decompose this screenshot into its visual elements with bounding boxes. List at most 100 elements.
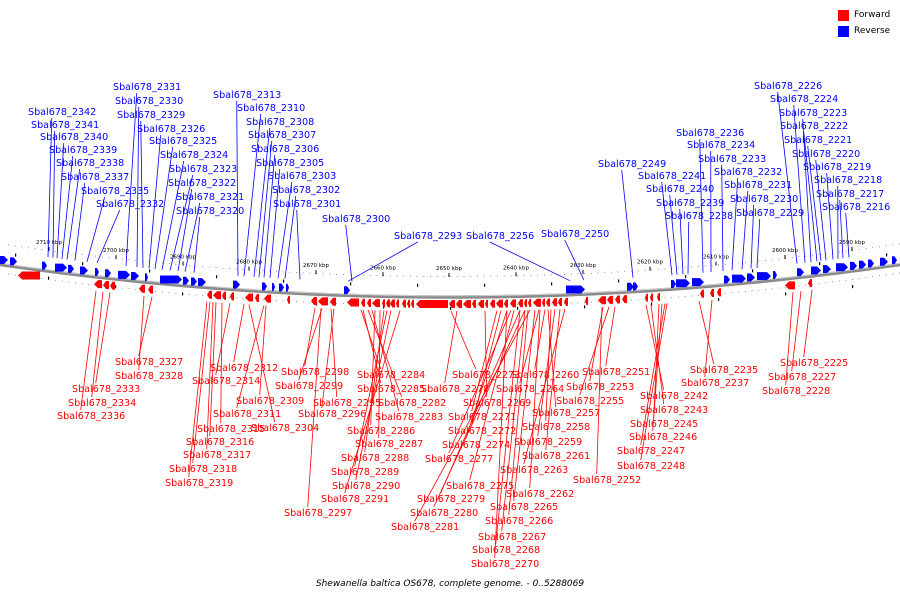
gene-label-sbal678_2333[interactable]: Sbal678_2333 <box>72 292 140 395</box>
gene-label-sbal678_2299[interactable]: Sbal678_2299 <box>275 308 343 392</box>
gene-label-sbal678_2270[interactable]: Sbal678_2270 <box>471 310 539 570</box>
gene-label-sbal678_2249[interactable]: Sbal678_2249 <box>598 159 666 278</box>
gene-label-sbal678_2264[interactable]: Sbal678_2264 <box>496 309 564 395</box>
gene-label-sbal678_2252[interactable]: Sbal678_2252 <box>573 307 641 486</box>
gene-label-sbal678_2229[interactable]: Sbal678_2229 <box>736 208 804 268</box>
gene-label-sbal678_2330[interactable]: Sbal678_2330 <box>115 96 183 268</box>
gene-label-sbal678_2275[interactable]: Sbal678_2275 <box>446 310 515 492</box>
gene-label-sbal678_2321[interactable]: Sbal678_2321 <box>176 192 244 272</box>
gene-label-sbal678_2235[interactable]: Sbal678_2235 <box>690 300 758 376</box>
gene-label-sbal678_2338[interactable]: Sbal678_2338 <box>56 158 124 260</box>
gene-label-sbal678_2230[interactable]: Sbal678_2230 <box>730 194 798 269</box>
gene-label-sbal678_2238[interactable]: Sbal678_2238 <box>665 211 733 274</box>
gene-label-sbal678_2290[interactable]: Sbal678_2290 <box>332 310 400 492</box>
gene-label-sbal678_2220[interactable]: Sbal678_2220 <box>792 149 860 261</box>
gene-label-sbal678_2291[interactable]: Sbal678_2291 <box>321 310 401 505</box>
gene-label-sbal678_2219[interactable]: Sbal678_2219 <box>803 162 871 260</box>
gene-label-sbal678_2278[interactable]: Sbal678_2278 <box>421 310 489 395</box>
gene-label-sbal678_2258[interactable]: Sbal678_2258 <box>522 309 590 433</box>
gene-label-sbal678_2319[interactable]: Sbal678_2319 <box>165 301 233 489</box>
gene-label-sbal678_2289[interactable]: Sbal678_2289 <box>331 310 399 478</box>
gene-label-sbal678_2324[interactable]: Sbal678_2324 <box>160 150 228 270</box>
gene-label-sbal678_2240[interactable]: Sbal678_2240 <box>646 184 714 275</box>
gene-label-sbal678_2303[interactable]: Sbal678_2303 <box>268 171 336 279</box>
gene-label-sbal678_2340[interactable]: Sbal678_2340 <box>40 132 108 259</box>
gene-label-sbal678_2287[interactable]: Sbal678_2287 <box>355 310 423 450</box>
gene-label-sbal678_2322[interactable]: Sbal678_2322 <box>168 178 236 272</box>
gene-label-sbal678_2326[interactable]: Sbal678_2326 <box>137 124 205 269</box>
gene-label-sbal678_2251[interactable]: Sbal678_2251 <box>582 306 650 378</box>
gene-label-sbal678_2296[interactable]: Sbal678_2296 <box>298 308 366 420</box>
gene-label-sbal678_2311[interactable]: Sbal678_2311 <box>213 305 281 420</box>
gene-label-sbal678_2224[interactable]: Sbal678_2224 <box>770 94 838 263</box>
gene-label-sbal678_2261[interactable]: Sbal678_2261 <box>522 309 590 462</box>
gene-label-sbal678_2239[interactable]: Sbal678_2239 <box>656 198 724 275</box>
gene-label-sbal678_2316[interactable]: Sbal678_2316 <box>186 302 254 448</box>
gene-label-sbal678_2323[interactable]: Sbal678_2323 <box>169 164 237 271</box>
gene-label-sbal678_2260[interactable]: Sbal678_2260 <box>511 309 579 381</box>
gene-label-sbal678_2331[interactable]: Sbal678_2331 <box>113 82 181 267</box>
gene-label-sbal678_2233[interactable]: Sbal678_2233 <box>698 154 766 272</box>
gene-label-sbal678_2216[interactable]: Sbal678_2216 <box>822 202 890 258</box>
gene-label-sbal678_2248[interactable]: Sbal678_2248 <box>617 303 685 472</box>
gene-label-sbal678_2301[interactable]: Sbal678_2301 <box>273 199 341 280</box>
gene-label-sbal678_2267[interactable]: Sbal678_2267 <box>478 310 546 543</box>
legend-reverse[interactable]: Reverse <box>838 24 890 38</box>
gene-label-sbal678_2306[interactable]: Sbal678_2306 <box>251 144 319 278</box>
gene-label-sbal678_2281[interactable]: Sbal678_2281 <box>391 309 531 533</box>
gene-label-sbal678_2285[interactable]: Sbal678_2285 <box>357 309 425 395</box>
gene-label-sbal678_2282[interactable]: Sbal678_2282 <box>367 309 446 409</box>
gene-label-sbal678_2339[interactable]: Sbal678_2339 <box>49 145 117 259</box>
gene-label-sbal678_2300[interactable]: Sbal678_2300 <box>322 214 390 282</box>
gene-label-sbal678_2231[interactable]: Sbal678_2231 <box>724 180 792 270</box>
gene-label-sbal678_2262[interactable]: Sbal678_2262 <box>506 309 574 500</box>
gene-label-sbal678_2313[interactable]: Sbal678_2313 <box>213 90 281 276</box>
gene-label-sbal678_2218[interactable]: Sbal678_2218 <box>814 175 882 259</box>
gene-label-sbal678_2256[interactable]: Sbal678_2256 <box>466 231 571 282</box>
gene-label-sbal678_2236[interactable]: Sbal678_2236 <box>676 128 744 273</box>
gene-label-sbal678_2293[interactable]: Sbal678_2293 <box>347 231 462 282</box>
gene-label-sbal678_2297[interactable]: Sbal678_2297 <box>284 308 352 519</box>
gene-label-sbal678_2246[interactable]: Sbal678_2246 <box>629 303 697 443</box>
gene-label-sbal678_2263[interactable]: Sbal678_2263 <box>500 308 568 476</box>
gene-label-sbal678_2259[interactable]: Sbal678_2259 <box>514 309 582 448</box>
gene-label-sbal678_2266[interactable]: Sbal678_2266 <box>485 309 553 527</box>
gene-label-sbal678_2320[interactable]: Sbal678_2320 <box>176 206 244 273</box>
gene-label-sbal678_2265[interactable]: Sbal678_2265 <box>490 309 558 513</box>
gene-label-sbal678_2226[interactable]: Sbal678_2226 <box>754 81 822 264</box>
gene-label-sbal678_2318[interactable]: Sbal678_2318 <box>169 301 237 475</box>
gene-label-sbal678_2227[interactable]: Sbal678_2227 <box>768 291 836 383</box>
gene-label-sbal678_2310[interactable]: Sbal678_2310 <box>237 103 305 277</box>
gene-label-sbal678_2335[interactable]: Sbal678_2335 <box>81 186 149 262</box>
gene-label-sbal678_2222[interactable]: Sbal678_2222 <box>780 121 848 262</box>
gene-label-sbal678_2225[interactable]: Sbal678_2225 <box>780 289 848 369</box>
gene-label-sbal678_2255[interactable]: Sbal678_2255 <box>556 306 624 407</box>
gene-label-sbal678_2223[interactable]: Sbal678_2223 <box>779 108 847 263</box>
gene-label-sbal678_2307[interactable]: Sbal678_2307 <box>248 130 316 278</box>
gene-label-sbal678_2305[interactable]: Sbal678_2305 <box>256 158 324 278</box>
gene-label-sbal678_2241[interactable]: Sbal678_2241 <box>638 171 706 276</box>
gene-label-sbal678_2250[interactable]: Sbal678_2250 <box>541 229 609 281</box>
gene-label-sbal678_2317[interactable]: Sbal678_2317 <box>183 301 251 461</box>
gene-label-sbal678_2288[interactable]: Sbal678_2288 <box>341 310 409 464</box>
gene-label-sbal678_2315[interactable]: Sbal678_2315 <box>197 302 265 435</box>
gene-label-sbal678_2337[interactable]: Sbal678_2337 <box>61 172 129 261</box>
gene-label-sbal678_2234[interactable]: Sbal678_2234 <box>687 140 755 273</box>
gene-label-sbal678_2280[interactable]: Sbal678_2280 <box>410 309 526 519</box>
gene-label-sbal678_2342[interactable]: Sbal678_2342 <box>28 107 96 258</box>
gene-label-sbal678_2274[interactable]: Sbal678_2274 <box>442 310 510 451</box>
gene-label-sbal678_2245[interactable]: Sbal678_2245 <box>630 303 698 430</box>
legend-forward[interactable]: Forward <box>838 8 890 22</box>
gene-label-sbal678_2302[interactable]: Sbal678_2302 <box>272 185 340 279</box>
gene-label-sbal678_2237[interactable]: Sbal678_2237 <box>681 299 749 389</box>
gene-label-sbal678_2327[interactable]: Sbal678_2327 <box>115 296 183 368</box>
gene-label-sbal678_2221[interactable]: Sbal678_2221 <box>784 135 852 261</box>
gene-label-sbal678_2298[interactable]: Sbal678_2298 <box>281 308 349 378</box>
gene-label-sbal678_2325[interactable]: Sbal678_2325 <box>149 136 217 270</box>
gene-label-sbal678_2228[interactable]: Sbal678_2228 <box>762 292 830 397</box>
gene-label-sbal678_2314[interactable]: Sbal678_2314 <box>192 303 260 387</box>
gene-label-sbal678_2217[interactable]: Sbal678_2217 <box>816 189 884 259</box>
gene-label-sbal678_2242[interactable]: Sbal678_2242 <box>640 304 708 402</box>
gene-label-sbal678_2243[interactable]: Sbal678_2243 <box>640 304 708 416</box>
gene-label-sbal678_2283[interactable]: Sbal678_2283 <box>371 309 443 423</box>
